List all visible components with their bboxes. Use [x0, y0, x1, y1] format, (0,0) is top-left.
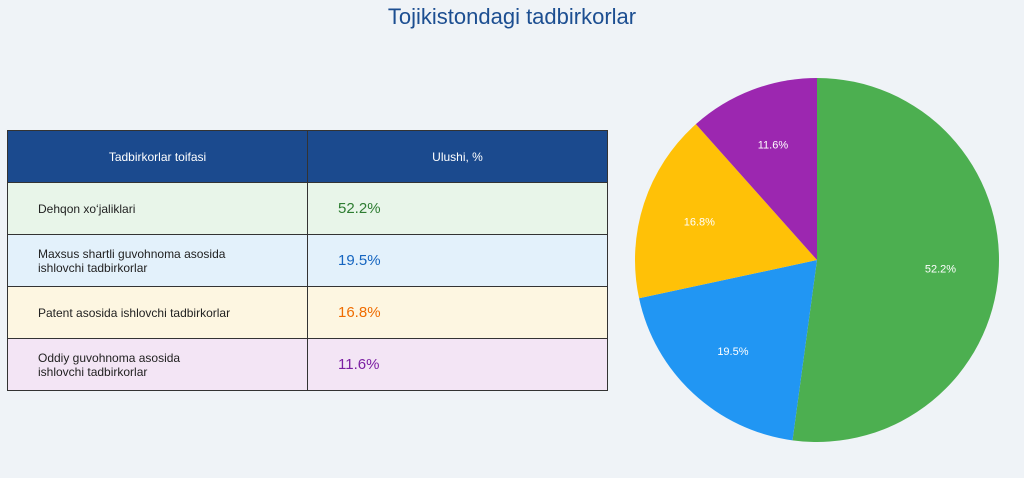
page-title: Tojikistondagi tadbirkorlar — [387, 4, 637, 29]
pie-slice-label: 16.8% — [684, 217, 715, 229]
pie-slice-label: 11.6% — [758, 139, 789, 151]
table-row: Oddiy guvohnoma asosida ishlovchi tadbir… — [7, 338, 608, 391]
row-value-text: 52.2% — [338, 200, 381, 217]
row-value-text: 19.5% — [338, 252, 381, 269]
row-category: Oddiy guvohnoma asosida ishlovchi tadbir… — [7, 338, 308, 391]
row-value: 19.5% — [307, 234, 608, 287]
pie-slice — [639, 260, 817, 441]
row-category: Dehqon xo‘jaliklari — [7, 182, 308, 235]
row-category-text: Dehqon xo‘jaliklari — [38, 201, 136, 216]
column-header-share: Ulushi, % — [307, 130, 608, 183]
table-row: Patent asosida ishlovchi tadbirkorlar 16… — [7, 286, 608, 339]
row-value: 16.8% — [307, 286, 608, 339]
pie-chart-svg: 52.2% 19.5% 16.8% 11.6% — [635, 78, 1000, 442]
pie-chart: 52.2% 19.5% 16.8% 11.6% — [630, 74, 1010, 454]
table-header-row: Tadbirkorlar toifasi Ulushi, % — [7, 130, 608, 183]
row-category: Maxsus shartli guvohnoma asosida ishlovc… — [7, 234, 308, 287]
row-value-text: 11.6% — [338, 356, 380, 373]
pie-slice-label: 52.2% — [925, 263, 956, 275]
data-table: Tadbirkorlar toifasi Ulushi, % Dehqon xo… — [7, 130, 608, 391]
pie-slice — [635, 124, 817, 299]
pie-slice — [792, 78, 1000, 442]
pie-slice — [695, 78, 817, 260]
column-header-category: Tadbirkorlar toifasi — [7, 130, 308, 183]
row-category-text: Maxsus shartli guvohnoma asosida ishlovc… — [38, 246, 226, 275]
table-row: Maxsus shartli guvohnoma asosida ishlovc… — [7, 234, 608, 287]
row-category-text: Oddiy guvohnoma asosida ishlovchi tadbir… — [38, 350, 181, 379]
row-value: 52.2% — [307, 182, 608, 235]
row-value: 11.6% — [307, 338, 608, 391]
row-category: Patent asosida ishlovchi tadbirkorlar — [7, 286, 308, 339]
row-category-text: Patent asosida ishlovchi tadbirkorlar — [38, 305, 231, 320]
pie-slice-label: 19.5% — [717, 346, 748, 358]
table-row: Dehqon xo‘jaliklari 52.2% — [7, 182, 608, 235]
row-value-text: 16.8% — [338, 304, 381, 321]
